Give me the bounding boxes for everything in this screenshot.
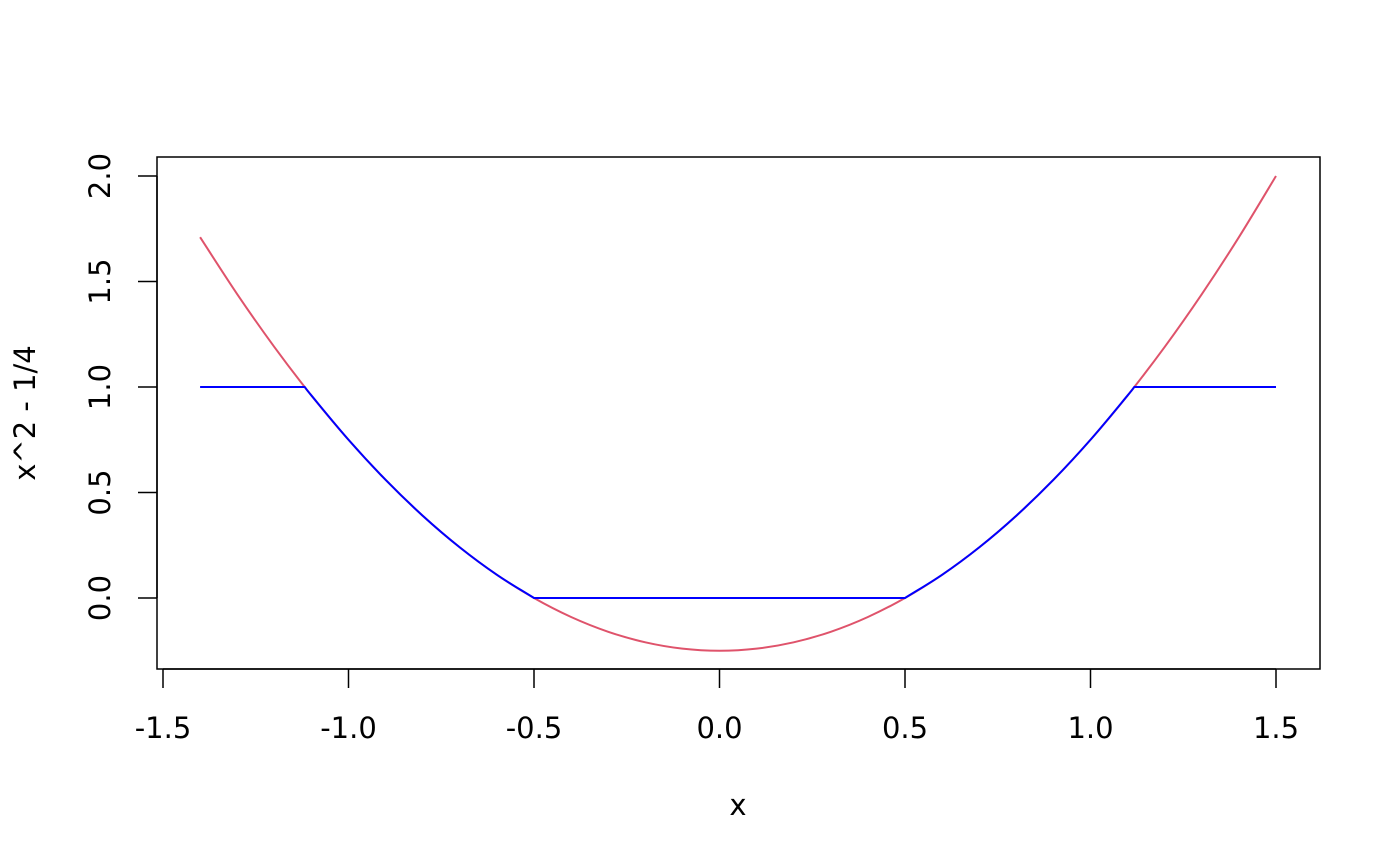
y-tick-label: 0.0	[83, 575, 117, 621]
y-tick-label: 2.0	[83, 153, 117, 199]
x-tick-label: 0.0	[696, 711, 742, 745]
x-tick-label: 0.5	[882, 711, 928, 745]
x-axis-title: x	[729, 788, 746, 822]
series-layer	[199, 175, 1277, 652]
x-tick-label: -0.5	[506, 711, 563, 745]
x-axis: -1.5 -1.0 -0.5 0.0 0.5 1.0 1.5	[135, 668, 1299, 745]
y-axis: 0.0 0.5 1.0 1.5 2.0	[83, 153, 158, 621]
y-axis-title: x^2 - 1/4	[8, 345, 42, 480]
x-tick-label: -1.0	[320, 711, 377, 745]
x-tick-label: -1.5	[135, 711, 192, 745]
y-tick-label: 1.0	[83, 364, 117, 410]
y-tick-label: 1.5	[83, 258, 117, 304]
y-tick-label: 0.5	[83, 469, 117, 515]
x-tick-label: 1.0	[1067, 711, 1113, 745]
series-line-2	[200, 386, 1276, 599]
x-tick-label: 1.5	[1253, 711, 1299, 745]
